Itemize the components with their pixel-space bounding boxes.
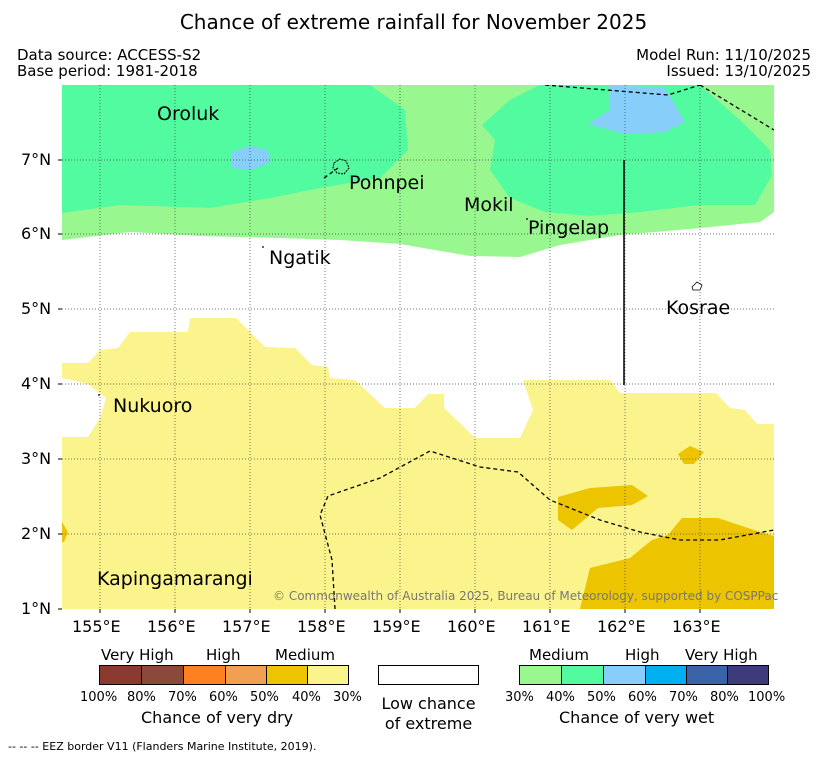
lon-label: 156°E [147, 617, 196, 636]
dry-header-medium: Medium [275, 646, 335, 664]
dry-header-high: High [206, 646, 241, 664]
wet-swatch-80-100 [728, 666, 768, 684]
map-title: Chance of extreme rainfall for November … [179, 10, 648, 34]
wet-medium-high-region-west [62, 85, 408, 213]
lon-label: 158°E [297, 617, 346, 636]
copyright-notice: © Commonwealth of Australia 2025, Bureau… [273, 589, 779, 603]
dry-colorbar [99, 665, 349, 685]
wet-header-medium: Medium [529, 646, 589, 664]
issued-date: Issued: 13/10/2025 [666, 62, 811, 80]
wet-header-very-high: Very High [685, 646, 758, 664]
dry-tick: 40% [292, 690, 321, 705]
lat-label: 6°N [21, 224, 52, 243]
nukuoro-atoll [98, 394, 100, 396]
place-label-nukuoro: Nukuoro [113, 395, 193, 417]
dry-tick: 70% [168, 690, 197, 705]
axis-ticks [58, 159, 701, 613]
data-source: Data source: ACCESS-S2 [17, 46, 202, 64]
wet-tick: 30% [505, 690, 534, 705]
wet-tick: 60% [628, 690, 657, 705]
lon-label: 163°E [672, 617, 721, 636]
dry-swatch-80-70 [142, 666, 184, 684]
dry-swatch-100-80 [100, 666, 142, 684]
wet-caption: Chance of very wet [559, 708, 715, 727]
eez-border [319, 85, 774, 609]
base-period: Base period: 1981-2018 [17, 62, 198, 80]
dry-header-very-high: Very High [101, 646, 174, 664]
dry-tick: 30% [333, 690, 362, 705]
lat-label: 3°N [21, 449, 52, 468]
wet-colorbar [519, 665, 769, 685]
wet-tick: 50% [587, 690, 616, 705]
lat-label: 7°N [21, 150, 52, 169]
wet-medium-high-region-east [482, 85, 772, 216]
dry-swatch-70-60 [184, 666, 226, 684]
dry-medium-region [62, 318, 774, 609]
place-label-kosrae: Kosrae [666, 297, 731, 319]
dry-tick: 50% [250, 690, 279, 705]
lat-label: 4°N [21, 374, 52, 393]
pingelap-atoll [526, 218, 528, 220]
low-chance-caption-line1: Low chance [381, 694, 476, 713]
place-label-pingelap: Pingelap [528, 217, 610, 239]
wet-tick: 40% [546, 690, 575, 705]
dry-tick: 100% [80, 690, 118, 705]
wet-high-region-north [588, 85, 685, 134]
model-run: Model Run: 11/10/2025 [636, 46, 811, 64]
dry-swatch-50-40 [267, 666, 308, 684]
dry-swatch-40-30 [308, 666, 348, 684]
dry-swatch-60-50 [226, 666, 267, 684]
wet-swatch-50-60 [604, 666, 646, 684]
graticule [62, 85, 774, 609]
wet-tick: 100% [748, 690, 786, 705]
place-label-oroluk: Oroluk [157, 103, 220, 125]
lon-label: 157°E [222, 617, 271, 636]
dry-high-region-center [558, 485, 648, 530]
pohnpei-island [332, 158, 350, 175]
lon-label: 161°E [522, 617, 571, 636]
dry-high-region-southeast [580, 518, 774, 609]
place-label-ngatik: Ngatik [269, 247, 331, 269]
eez-footnote: -- -- -- EEZ border V11 (Flanders Marine… [8, 740, 317, 753]
dry-tick: 80% [127, 690, 156, 705]
lat-label: 1°N [21, 599, 52, 618]
wet-high-region-pohnpei [232, 146, 270, 170]
wet-swatch-70-80 [687, 666, 728, 684]
kosrae-island [691, 281, 703, 291]
lon-label: 155°E [72, 617, 121, 636]
low-chance-caption-line2: of extreme [384, 714, 473, 733]
lat-label: 2°N [21, 524, 52, 543]
lat-label: 5°N [21, 299, 52, 318]
wet-swatch-60-70 [646, 666, 687, 684]
lon-label: 160°E [447, 617, 496, 636]
wet-swatch-30-40 [520, 666, 562, 684]
wet-tick: 70% [669, 690, 698, 705]
wet-header-high: High [625, 646, 660, 664]
lon-label: 159°E [372, 617, 421, 636]
dry-high-region-small [678, 446, 704, 464]
dry-caption: Chance of very dry [141, 708, 294, 727]
dry-tick: 60% [209, 690, 238, 705]
place-label-kapingamarangi: Kapingamarangi [97, 568, 253, 590]
place-label-pohnpei: Pohnpei [349, 172, 425, 194]
low-chance-swatch [378, 665, 479, 685]
wet-swatch-40-50 [562, 666, 604, 684]
ngatik-atoll [262, 246, 264, 248]
lon-label: 162°E [597, 617, 646, 636]
dry-high-region-west [62, 522, 68, 542]
place-label-mokil: Mokil [464, 194, 514, 216]
wet-tick: 80% [710, 690, 739, 705]
